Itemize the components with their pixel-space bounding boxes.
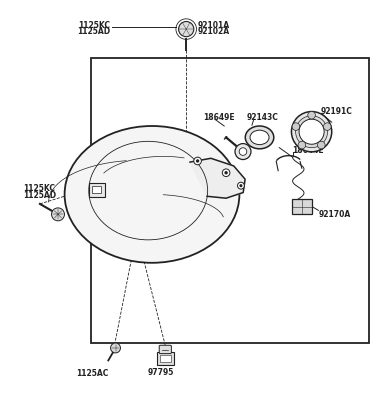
Circle shape xyxy=(111,343,120,353)
Circle shape xyxy=(179,22,194,38)
Bar xyxy=(89,183,105,198)
Text: 92101A: 92101A xyxy=(198,21,230,30)
Circle shape xyxy=(239,185,242,188)
FancyBboxPatch shape xyxy=(159,345,171,354)
Circle shape xyxy=(238,183,244,190)
Bar xyxy=(292,200,312,215)
Circle shape xyxy=(308,112,315,120)
Text: 92191C: 92191C xyxy=(321,107,353,116)
Text: 92102A: 92102A xyxy=(198,28,230,36)
Text: 18649E: 18649E xyxy=(203,113,235,122)
Circle shape xyxy=(323,124,331,131)
Text: 1125KC: 1125KC xyxy=(78,21,110,30)
Circle shape xyxy=(222,170,230,177)
Text: 1125AC: 1125AC xyxy=(76,368,109,377)
Circle shape xyxy=(299,120,324,145)
Circle shape xyxy=(239,148,247,156)
Ellipse shape xyxy=(65,127,239,263)
Ellipse shape xyxy=(245,127,274,149)
Text: 1125KC: 1125KC xyxy=(23,183,55,193)
Circle shape xyxy=(224,172,228,175)
Bar xyxy=(157,353,174,365)
Bar xyxy=(91,58,369,343)
Circle shape xyxy=(318,142,325,149)
Bar xyxy=(92,186,101,194)
Text: 97795: 97795 xyxy=(147,367,174,376)
Circle shape xyxy=(298,142,306,149)
Circle shape xyxy=(194,158,201,165)
Circle shape xyxy=(196,160,199,163)
Circle shape xyxy=(235,144,251,160)
Ellipse shape xyxy=(250,131,269,145)
Text: 1125AD: 1125AD xyxy=(77,28,110,36)
Text: 92170A: 92170A xyxy=(318,209,351,218)
Bar xyxy=(160,355,171,362)
Text: 1125AD: 1125AD xyxy=(23,190,56,199)
Circle shape xyxy=(291,112,332,152)
Polygon shape xyxy=(190,159,245,199)
Text: 92143C: 92143C xyxy=(246,113,278,122)
Text: 18644E: 18644E xyxy=(293,146,324,155)
Circle shape xyxy=(292,124,300,131)
Circle shape xyxy=(52,209,65,221)
Circle shape xyxy=(296,117,328,148)
